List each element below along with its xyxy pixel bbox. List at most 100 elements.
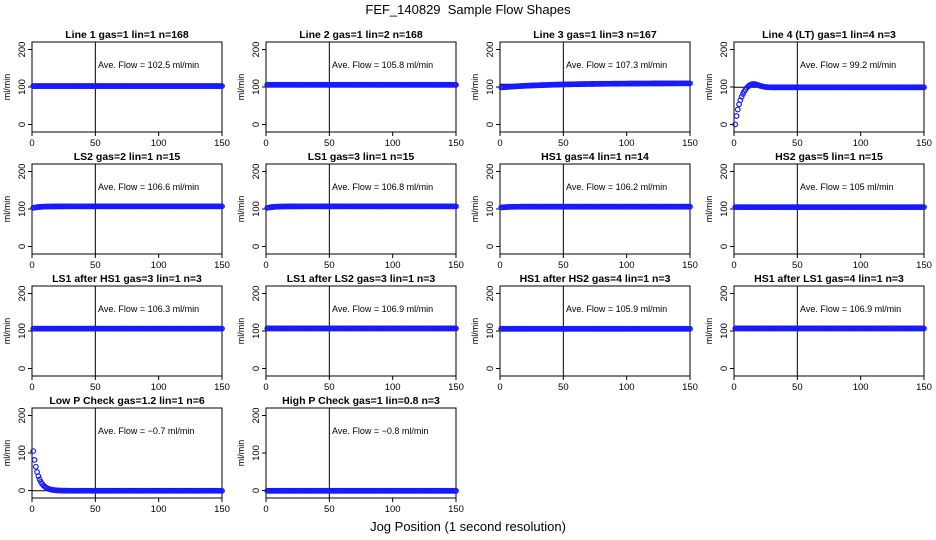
panel-title: HS1 gas=4 lin=1 n=14 — [541, 151, 649, 163]
x-tick-label: 150 — [448, 382, 464, 393]
data-point — [921, 204, 927, 211]
x-tick-label: 0 — [731, 138, 736, 149]
average-flow-annotation: Ave. Flow = 106.9 ml/min — [332, 304, 433, 314]
y-tick-label: 200 — [719, 164, 730, 180]
x-tick-label: 50 — [792, 138, 803, 149]
y-tick-label: 100 — [719, 323, 730, 339]
panel-title: HS1 after LS1 gas=4 lin=1 n=3 — [754, 273, 904, 285]
x-tick-label: 100 — [853, 138, 869, 149]
y-axis-label: ml/min — [470, 196, 480, 223]
data-point — [921, 325, 927, 332]
data-point — [687, 203, 693, 210]
x-tick-label: 150 — [214, 382, 230, 393]
panel-title: LS1 gas=3 lin=1 n=15 — [308, 151, 415, 163]
panel-title: High P Check gas=1 lin=0.8 n=3 — [282, 395, 440, 407]
data-point — [453, 81, 459, 88]
data-point — [35, 473, 42, 480]
panel-title: Line 2 gas=1 lin=2 n=168 — [299, 29, 423, 41]
panel-title: Line 1 gas=1 lin=1 n=168 — [65, 29, 189, 41]
panel-title: LS2 gas=2 lin=1 n=15 — [74, 151, 181, 163]
y-tick-label: 100 — [251, 201, 262, 217]
x-tick-label: 0 — [263, 138, 268, 149]
average-flow-annotation: Ave. Flow = 107.3 ml/min — [566, 60, 667, 70]
x-tick-label: 50 — [558, 138, 569, 149]
y-tick-label: 0 — [719, 122, 730, 127]
x-tick-label: 100 — [385, 138, 401, 149]
x-tick-label: 0 — [731, 260, 736, 271]
y-tick-label: 0 — [251, 244, 262, 249]
y-tick-label: 0 — [17, 488, 28, 493]
y-tick-label: 0 — [485, 122, 496, 127]
y-tick-label: 100 — [17, 201, 28, 217]
y-tick-label: 100 — [719, 201, 730, 217]
x-tick-label: 0 — [29, 138, 34, 149]
x-tick-label: 0 — [263, 382, 268, 393]
x-tick-label: 100 — [619, 138, 635, 149]
average-flow-annotation: Ave. Flow = 105 ml/min — [800, 182, 894, 192]
data-point — [31, 456, 38, 463]
x-tick-label: 150 — [448, 260, 464, 271]
x-tick-label: 0 — [29, 382, 34, 393]
x-tick-label: 150 — [916, 260, 932, 271]
data-point — [219, 325, 225, 332]
panel-title: LS1 after LS2 gas=3 lin=1 n=3 — [287, 273, 436, 285]
y-tick-label: 0 — [17, 244, 28, 249]
x-tick-label: 50 — [558, 260, 569, 271]
page-title: FEF_140829 Sample Flow Shapes — [365, 2, 571, 17]
data-point — [921, 84, 927, 91]
data-point — [30, 448, 37, 455]
x-tick-label: 100 — [385, 382, 401, 393]
y-tick-label: 100 — [17, 445, 28, 461]
data-point — [734, 106, 741, 113]
y-tick-label: 200 — [251, 408, 262, 424]
y-tick-label: 0 — [251, 366, 262, 371]
average-flow-annotation: Ave. Flow = 102.5 ml/min — [98, 60, 199, 70]
x-tick-label: 100 — [385, 260, 401, 271]
y-axis-label: ml/min — [236, 440, 246, 467]
y-tick-label: 200 — [485, 42, 496, 58]
y-tick-label: 0 — [719, 244, 730, 249]
y-tick-label: 200 — [251, 286, 262, 302]
y-tick-label: 100 — [251, 445, 262, 461]
y-tick-label: 0 — [251, 488, 262, 493]
x-tick-label: 150 — [682, 382, 698, 393]
average-flow-annotation: Ave. Flow = 106.6 ml/min — [98, 182, 199, 192]
x-tick-label: 50 — [558, 382, 569, 393]
y-tick-label: 200 — [251, 42, 262, 58]
average-flow-annotation: Ave. Flow = 106.8 ml/min — [332, 182, 433, 192]
data-point — [687, 325, 693, 332]
y-tick-label: 100 — [719, 79, 730, 95]
y-tick-label: 100 — [17, 323, 28, 339]
y-tick-label: 0 — [719, 366, 730, 371]
y-axis-label: ml/min — [236, 196, 246, 223]
x-tick-label: 50 — [324, 504, 335, 515]
average-flow-annotation: Ave. Flow = 106.3 ml/min — [98, 304, 199, 314]
y-tick-label: 200 — [17, 286, 28, 302]
x-tick-label: 50 — [792, 382, 803, 393]
x-tick-label: 0 — [731, 382, 736, 393]
x-tick-label: 0 — [263, 504, 268, 515]
average-flow-annotation: Ave. Flow = −0.8 ml/min — [332, 426, 428, 436]
data-point — [738, 93, 745, 100]
x-tick-label: 100 — [619, 382, 635, 393]
panel-title: LS1 after HS1 gas=3 lin=1 n=3 — [52, 273, 202, 285]
y-axis-label: ml/min — [2, 196, 12, 223]
x-tick-label: 50 — [324, 382, 335, 393]
x-tick-label: 150 — [448, 504, 464, 515]
data-point — [453, 487, 459, 494]
data-point — [737, 97, 744, 104]
data-point — [733, 113, 740, 119]
x-tick-label: 100 — [151, 138, 167, 149]
panel-title: Line 4 (LT) gas=1 lin=4 n=3 — [762, 29, 896, 41]
average-flow-annotation: Ave. Flow = 105.8 ml/min — [332, 60, 433, 70]
panel-title: HS2 gas=5 lin=1 n=15 — [775, 151, 883, 163]
data-point — [732, 121, 739, 128]
y-tick-label: 200 — [17, 42, 28, 58]
plot-frame — [265, 407, 457, 499]
x-tick-label: 50 — [90, 382, 101, 393]
x-tick-label: 100 — [385, 504, 401, 515]
x-tick-label: 100 — [151, 260, 167, 271]
data-point — [32, 463, 39, 470]
y-axis-label: ml/min — [236, 318, 246, 345]
x-tick-label: 100 — [151, 504, 167, 515]
